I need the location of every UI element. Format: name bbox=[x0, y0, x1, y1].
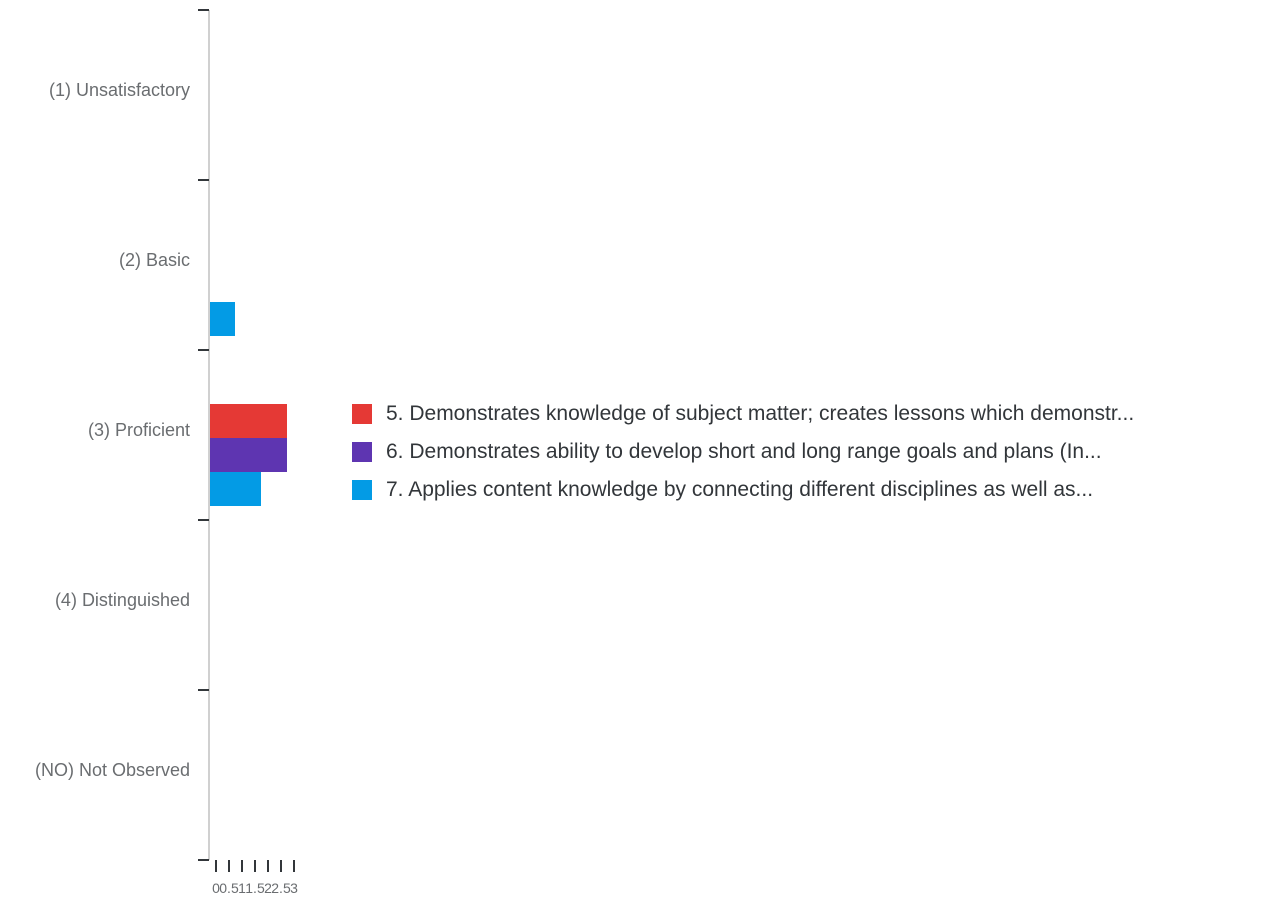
legend-label: 5. Demonstrates knowledge of subject mat… bbox=[386, 402, 1135, 425]
x-axis-tick-labels: 0 0.5 1 1.5 2 2.5 3 bbox=[212, 880, 298, 896]
bars-group bbox=[209, 302, 287, 506]
legend-label: 7. Applies content knowledge by connecti… bbox=[386, 478, 1094, 501]
x-tick-label: 3 bbox=[290, 880, 298, 896]
x-tick-label: 2 bbox=[264, 880, 272, 896]
legend-swatch-icon bbox=[352, 442, 372, 462]
bar bbox=[209, 302, 235, 336]
legend-swatch-icon bbox=[352, 404, 372, 424]
x-tick-label: 1 bbox=[238, 880, 246, 896]
category-ticks bbox=[198, 9, 209, 861]
legend: 5. Demonstrates knowledge of subject mat… bbox=[352, 395, 1134, 509]
category-labels: (1) Unsatisfactory (2) Basic (3) Proficien… bbox=[35, 80, 190, 780]
legend-item[interactable]: 6. Demonstrates ability to develop short… bbox=[352, 433, 1134, 471]
x-tick-label: 0.5 bbox=[219, 880, 239, 896]
bar bbox=[209, 404, 287, 438]
legend-item[interactable]: 5. Demonstrates knowledge of subject mat… bbox=[352, 395, 1134, 433]
legend-item[interactable]: 7. Applies content knowledge by connecti… bbox=[352, 471, 1134, 509]
category-label: (1) Unsatisfactory bbox=[49, 80, 190, 100]
category-label: (3) Proficient bbox=[88, 420, 190, 440]
legend-swatch-icon bbox=[352, 480, 372, 500]
x-axis-ticks bbox=[215, 860, 295, 872]
x-tick-label: 0 bbox=[212, 880, 220, 896]
category-label: (2) Basic bbox=[119, 250, 190, 270]
category-label: (NO) Not Observed bbox=[35, 760, 190, 780]
legend-label: 6. Demonstrates ability to develop short… bbox=[386, 440, 1102, 463]
category-label: (4) Distinguished bbox=[55, 590, 190, 610]
x-tick-label: 2.5 bbox=[271, 880, 291, 896]
bar bbox=[209, 438, 287, 472]
bar bbox=[209, 472, 261, 506]
x-tick-label: 1.5 bbox=[245, 880, 265, 896]
